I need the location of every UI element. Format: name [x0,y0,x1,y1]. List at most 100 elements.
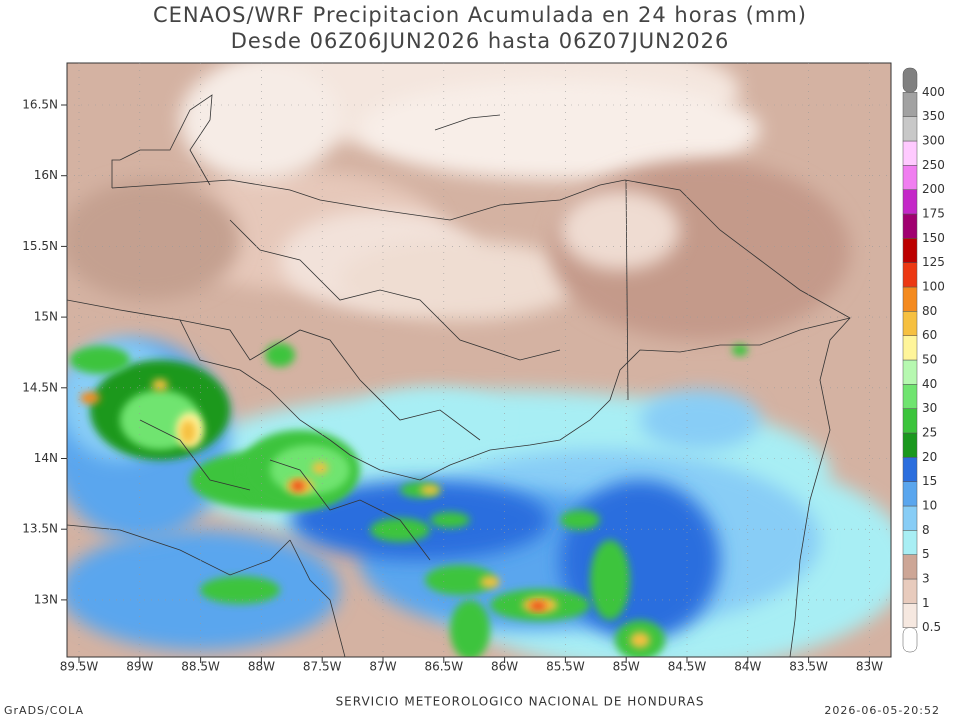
precip-area [360,390,500,450]
precip-area [180,63,340,180]
map-area [67,63,891,657]
colorbar-swatch [902,165,918,190]
precip-area [640,390,760,450]
precip-area [70,346,130,374]
precip-area [530,602,546,610]
precip-area [67,180,240,300]
colorbar-swatch [902,140,918,166]
colorbar-swatch [902,481,918,507]
colorbar-swatch [902,286,918,312]
colorbar-swatch [902,554,918,580]
lon-label: 83W [856,660,883,674]
colorbar-label: 150 [922,231,945,245]
precip-area [425,565,495,595]
coast [111,179,851,657]
borders [67,94,851,657]
colorbar-label: 30 [922,401,937,415]
colorbar-swatch [902,505,918,531]
precip-area [265,343,295,367]
precip-area [290,480,550,560]
lon-label: 83.5W [789,660,828,674]
colorbar-label: 250 [922,158,945,172]
precip-area [560,190,680,270]
colorbar-swatch [902,432,918,458]
precip-area [450,600,490,657]
precip-area [152,379,168,391]
colorbar-swatch [902,238,918,263]
colorbar-label: 0.5 [922,620,941,634]
title: CENAOS/WRF Precipitacion Acumulada en 24… [153,3,807,27]
colorbar: 0.5 1 3 5 8 10 15 20 25 30 40 50 60 80 100 125 150 175 200… [902,67,945,653]
lat-label: 16.5N [22,98,58,112]
axes: 16.5N 16N 15.5N 15N 14.5N 14N 13.5N 13N 89.5W 89W… [22,63,891,674]
island [434,114,501,131]
colorbar-label: 50 [922,353,937,367]
border [269,459,431,561]
lat-label: 15N [34,310,58,324]
colorbar-label: 175 [922,207,945,221]
lat-label: 13N [34,592,58,606]
footer-center: SERVICIO METEOROLOGICO NACIONAL DE HONDU… [336,695,705,709]
colorbar-swatch [902,530,918,555]
colorbar-label: 60 [922,328,937,342]
lat-label: 14.5N [22,380,58,394]
coast [67,524,291,576]
colorbar-label: 400 [922,85,945,99]
precip-area [80,392,100,404]
colorbar-swatch [902,359,918,385]
colorbar-swatch [902,213,918,239]
colorbar-label: 1 [922,596,930,610]
lon-label: 86.5W [425,660,464,674]
precip-area [732,344,748,356]
colorbar-label: 10 [922,499,937,513]
lon-label: 84.5W [668,660,707,674]
colorbar-swatch [902,92,918,117]
colorbar-label: 200 [922,182,945,196]
precip-area [370,518,430,542]
colorbar-label: 350 [922,109,945,123]
colorbar-swatch [902,408,918,434]
precip-area [312,462,328,474]
colorbar-label: 100 [922,280,945,294]
lon-label: 88.5W [181,660,220,674]
colorbar-swatch [902,627,918,653]
lon-label: 84W [734,660,761,674]
lat-label: 15.5N [22,239,58,253]
lon-label: 89.5W [60,660,99,674]
colorbar-label: 8 [922,523,930,537]
colorbar-swatch [902,457,918,482]
precip-area [180,420,196,444]
lat-label: 14N [34,451,58,465]
colorbar-swatch [902,67,918,93]
map-frame [66,62,892,658]
lat-label: 16N [34,168,58,182]
colorbar-swatch [902,578,918,604]
border [179,319,481,441]
colorbar-swatch [902,603,918,628]
colorbar-swatch [902,335,918,361]
border [111,94,213,188]
border [289,539,346,657]
precip-area [590,540,630,620]
colorbar-label: 5 [922,547,930,561]
precip-area [430,512,470,528]
footer-left: GrADS/COLA [4,704,84,717]
precip-area [200,576,280,604]
border [625,179,629,401]
lon-label: 88W [248,660,275,674]
footer-right: 2026-06-05-20:52 [824,704,940,717]
precip-area [630,632,650,648]
precip-area [292,481,304,491]
lon-label: 87W [369,660,396,674]
colorbar-swatch [902,116,918,142]
colorbar-swatch [902,311,918,336]
subtitle: Desde 06Z06JUN2026 hasta 06Z07JUN2026 [231,29,730,53]
colorbar-swatch [902,384,918,409]
colorbar-label: 80 [922,304,937,318]
lon-label: 87.5W [303,660,342,674]
colorbar-label: 40 [922,377,937,391]
lon-label: 85W [613,660,640,674]
